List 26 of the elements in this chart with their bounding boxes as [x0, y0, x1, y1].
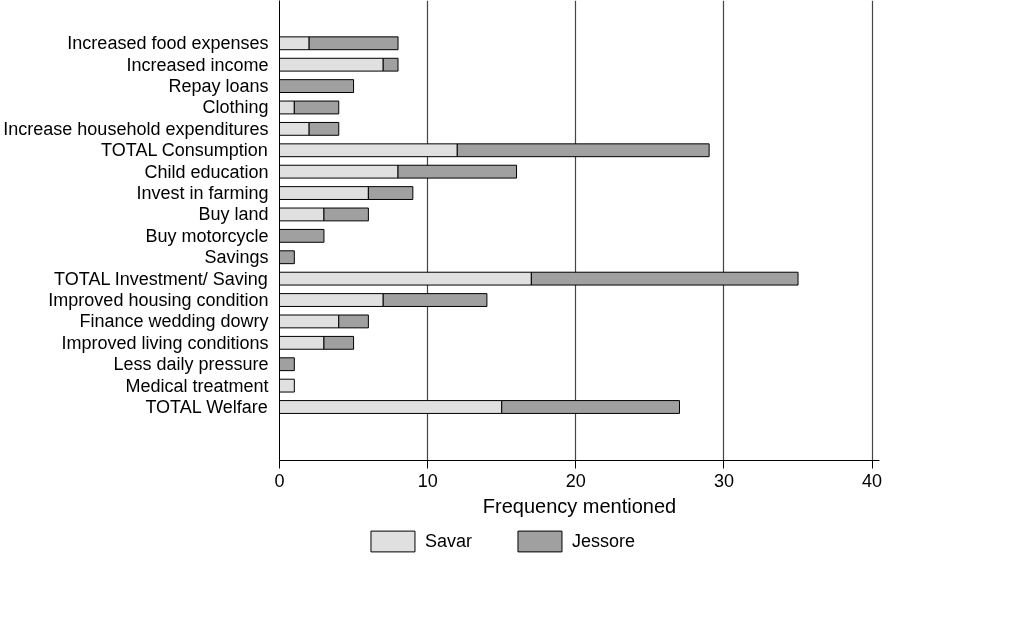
legend-label: Jessore [572, 530, 636, 552]
y-tick-label: Clothing [202, 97, 269, 118]
y-tick-label: TOTAL Investment/ Saving [54, 268, 268, 289]
y-tick-label: Increase household expenditures [3, 118, 269, 139]
y-tick-label: TOTAL Consumption [101, 140, 268, 161]
y-tick-label: Improved living conditions [61, 332, 269, 353]
y-tick-label: Buy motorcycle [145, 225, 269, 246]
y-tick-label: Invest in farming [136, 183, 269, 204]
y-tick-label: Improved housing condition [48, 290, 269, 311]
y-tick-label: Less daily pressure [113, 354, 269, 375]
y-tick-label: Child education [144, 161, 269, 182]
y-tick-label: Buy land [198, 204, 269, 225]
x-tick-label: 30 [713, 470, 734, 491]
x-axis-title: Frequency mentioned [482, 494, 677, 517]
x-tick-label: 40 [862, 470, 883, 491]
x-tick-label: 10 [417, 470, 438, 491]
y-tick-label: Savings [204, 247, 269, 268]
y-tick-label: Increased income [126, 54, 269, 75]
y-tick-label: Repay loans [168, 76, 269, 97]
y-tick-label: TOTAL Welfare [145, 397, 268, 418]
x-tick-label: 20 [565, 470, 586, 491]
x-tick-label: 0 [274, 470, 285, 491]
legend-label: Savar [424, 530, 472, 552]
y-tick-label: Increased food expenses [67, 33, 269, 54]
y-tick-label: Finance wedding dowry [79, 311, 269, 332]
y-tick-label: Medical treatment [125, 375, 269, 396]
